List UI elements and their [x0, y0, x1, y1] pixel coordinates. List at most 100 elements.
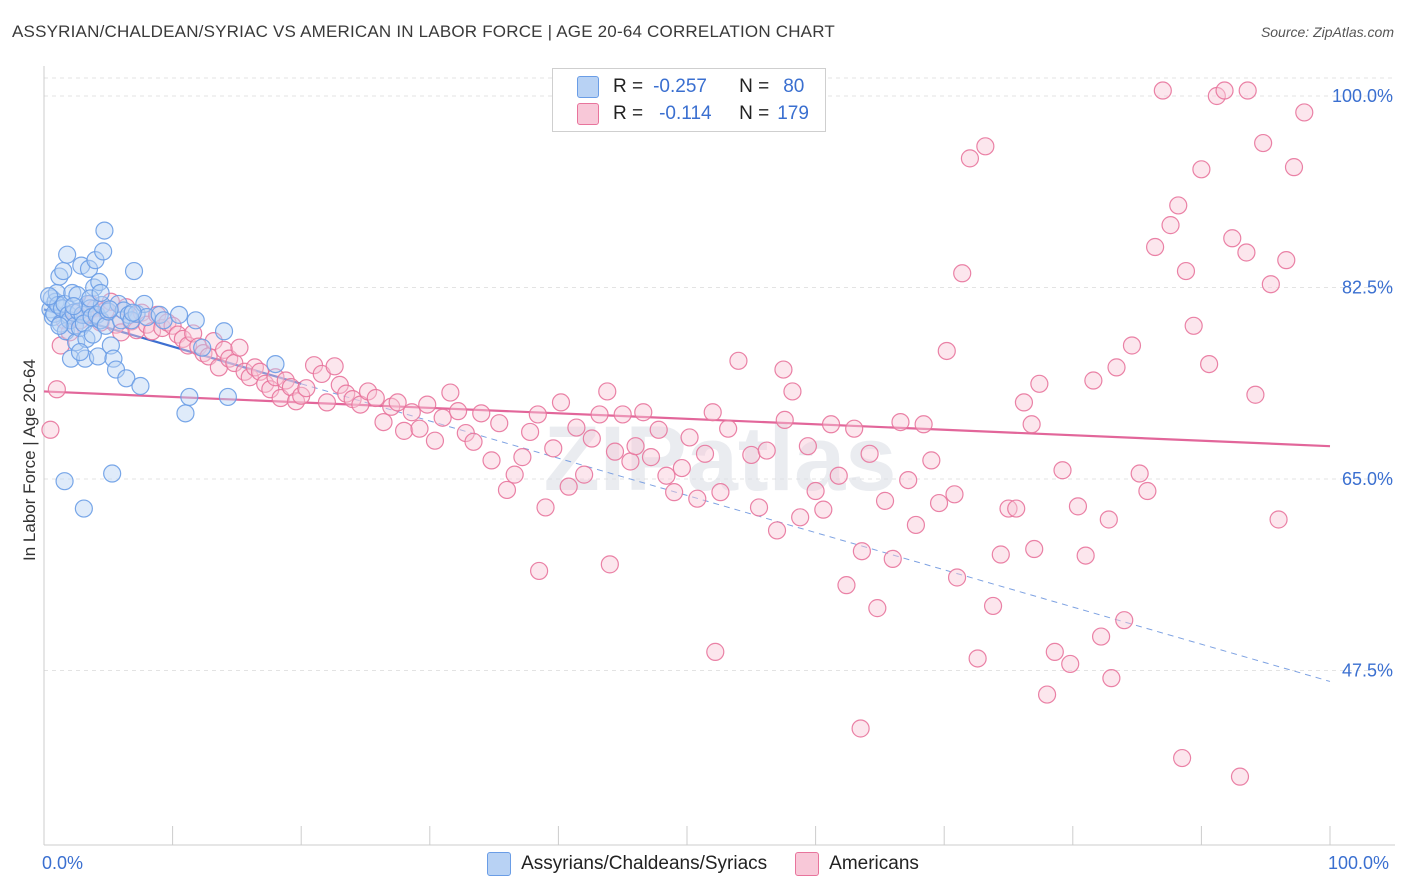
point-americans — [1200, 355, 1219, 374]
legend-item-label: Americans — [829, 853, 919, 874]
point-americans — [1173, 748, 1192, 768]
point-americans — [960, 149, 980, 168]
point-assyrians — [88, 347, 108, 366]
point-assyrians — [214, 322, 234, 341]
point-americans — [297, 379, 316, 398]
point-americans — [366, 388, 385, 408]
point-assyrians — [61, 349, 81, 368]
point-americans — [875, 491, 895, 510]
series-americans-points — [41, 81, 1314, 786]
point-americans — [163, 316, 182, 335]
legend-r-label: R = — [613, 103, 644, 124]
point-americans — [559, 477, 578, 496]
point-americans — [1102, 669, 1121, 688]
point-americans — [891, 412, 910, 432]
point-americans — [590, 405, 609, 424]
point-assyrians — [193, 338, 212, 357]
point-assyrians — [104, 349, 123, 368]
point-americans — [1053, 461, 1072, 480]
point-americans — [521, 422, 540, 442]
legend-n-label: N = — [739, 76, 770, 97]
point-americans — [749, 498, 769, 517]
point-americans — [852, 542, 871, 561]
point-americans — [688, 489, 707, 508]
point-americans — [374, 412, 393, 432]
point-americans — [528, 405, 547, 424]
point-americans — [425, 431, 445, 450]
point-americans — [945, 485, 964, 504]
point-americans — [1130, 464, 1149, 483]
point-americans — [1146, 237, 1165, 257]
point-americans — [1037, 685, 1057, 704]
point-assyrians — [154, 311, 173, 330]
point-assyrians — [83, 325, 102, 344]
point-americans — [999, 499, 1018, 518]
point-americans — [256, 374, 275, 393]
point-americans — [695, 444, 715, 463]
point-americans — [1007, 499, 1026, 518]
point-assyrians — [81, 289, 100, 308]
point-americans — [1091, 627, 1111, 646]
point-americans — [530, 561, 549, 581]
legend-item-americans[interactable]: Americans — [795, 852, 919, 876]
point-americans — [142, 322, 162, 341]
point-americans — [1107, 358, 1126, 377]
point-americans — [914, 415, 933, 434]
point-assyrians — [180, 387, 199, 407]
point-americans — [1230, 767, 1250, 786]
point-americans — [1022, 415, 1041, 434]
point-americans — [1138, 481, 1157, 501]
point-americans — [1215, 81, 1234, 100]
legend-item-assyrians[interactable]: Assyrians/Chaldeans/Syriacs — [487, 852, 767, 876]
point-assyrians — [124, 261, 144, 281]
point-americans — [626, 437, 645, 456]
point-assyrians — [123, 303, 142, 322]
point-americans — [860, 444, 879, 463]
legend-swatch-blue — [577, 76, 599, 98]
point-americans — [649, 420, 668, 439]
point-americans — [1261, 275, 1280, 294]
point-americans — [1169, 196, 1188, 215]
point-assyrians — [186, 311, 205, 330]
point-assyrians — [169, 305, 189, 324]
point-americans — [1254, 133, 1273, 153]
point-americans — [953, 264, 972, 283]
x-tick-min: 0.0% — [42, 853, 84, 873]
legend-row-assyrians: R = -0.257 N = 80 — [577, 74, 804, 100]
point-americans — [472, 404, 491, 423]
y-tick-label: 47.5% — [1342, 661, 1393, 681]
series-legend: Assyrians/Chaldeans/Syriacs Americans — [0, 852, 1406, 876]
point-assyrians — [40, 287, 59, 306]
point-americans — [937, 341, 956, 361]
point-americans — [567, 418, 586, 437]
point-americans — [1122, 336, 1142, 355]
point-assyrians — [64, 297, 83, 316]
point-assyrians — [176, 404, 195, 423]
point-assyrians — [70, 342, 90, 362]
point-americans — [1045, 642, 1064, 661]
point-americans — [657, 466, 676, 485]
point-americans — [1115, 611, 1134, 630]
point-americans — [394, 421, 414, 440]
point-americans — [613, 405, 632, 424]
point-americans — [47, 380, 66, 399]
point-americans — [325, 357, 344, 376]
point-americans — [706, 642, 725, 661]
point-assyrians — [91, 283, 110, 303]
point-assyrians — [103, 464, 122, 483]
point-americans — [598, 382, 617, 401]
point-americans — [441, 383, 460, 402]
point-assyrians — [95, 221, 114, 240]
y-tick-label: 100.0% — [1332, 86, 1393, 106]
point-americans — [742, 445, 761, 465]
point-americans — [402, 403, 421, 422]
point-assyrians — [266, 355, 285, 374]
point-americans — [235, 362, 254, 381]
point-americans — [266, 368, 285, 387]
point-americans — [1030, 374, 1049, 393]
point-americans — [641, 448, 661, 467]
point-assyrians — [131, 376, 150, 396]
point-americans — [536, 498, 555, 517]
legend-swatch-blue — [487, 852, 512, 876]
point-americans — [806, 481, 825, 501]
